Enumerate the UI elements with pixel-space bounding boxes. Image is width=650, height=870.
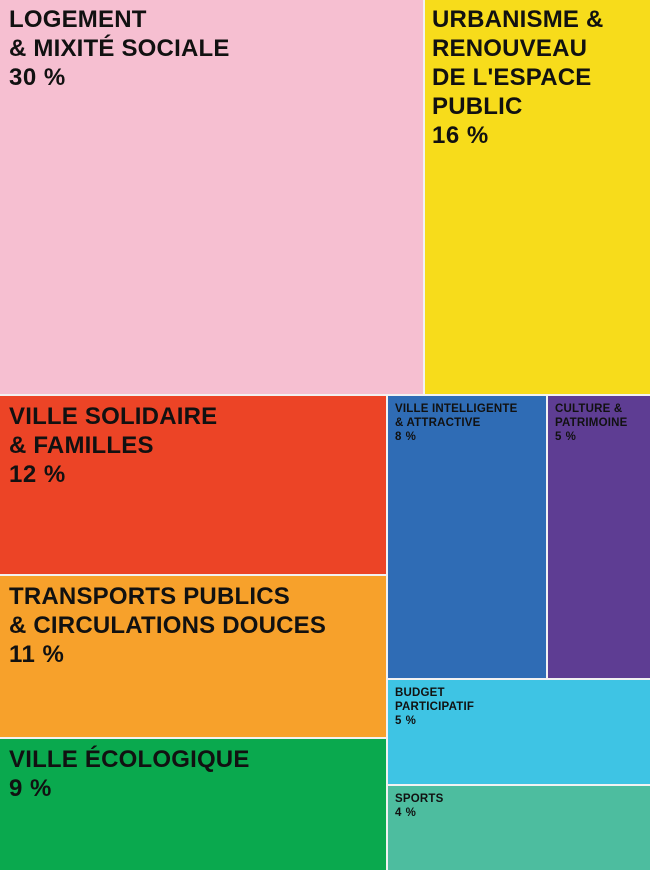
tile-value: 9 % (9, 775, 52, 802)
tile-value: 4 % (395, 807, 417, 819)
tile-ville-ecologique: VILLE ÉCOLOGIQUE 9 % (0, 739, 386, 870)
tile-value: 8 % (395, 431, 417, 443)
tile-urbanisme: URBANISME & RENOUVEAU DE L'ESPACE PUBLIC… (425, 0, 650, 394)
tile-value: 5 % (555, 431, 577, 443)
tile-ville-intelligente: VILLE INTELLIGENTE & ATTRACTIVE 8 % (388, 396, 546, 678)
tile-label: VILLE ÉCOLOGIQUE (9, 746, 250, 773)
tile-label: LOGEMENT & MIXITÉ SOCIALE (9, 6, 230, 62)
tile-value: 30 % (9, 64, 66, 91)
tile-transports: TRANSPORTS PUBLICS & CIRCULATIONS DOUCES… (0, 576, 386, 737)
tile-value: 12 % (9, 461, 66, 488)
tile-value: 11 % (9, 641, 65, 668)
tile-logement: LOGEMENT & MIXITÉ SOCIALE 30 % (0, 0, 423, 394)
tile-culture: CULTURE & PATRIMOINE 5 % (548, 396, 650, 678)
tile-budget-participatif: BUDGET PARTICIPATIF 5 % (388, 680, 650, 784)
tile-label: CULTURE & PATRIMOINE (555, 403, 628, 429)
tile-label: SPORTS (395, 793, 444, 805)
tile-label: BUDGET PARTICIPATIF (395, 687, 475, 713)
tile-label: TRANSPORTS PUBLICS & CIRCULATIONS DOUCES (9, 583, 327, 639)
tile-label: URBANISME & RENOUVEAU DE L'ESPACE PUBLIC (432, 6, 604, 120)
tile-value: 5 % (395, 715, 417, 727)
tile-label: VILLE SOLIDAIRE & FAMILLES (9, 403, 218, 459)
tile-value: 16 % (432, 122, 489, 149)
tile-label: VILLE INTELLIGENTE & ATTRACTIVE (395, 403, 518, 429)
tile-sports: SPORTS 4 % (388, 786, 650, 870)
tile-ville-solidaire: VILLE SOLIDAIRE & FAMILLES 12 % (0, 396, 386, 574)
